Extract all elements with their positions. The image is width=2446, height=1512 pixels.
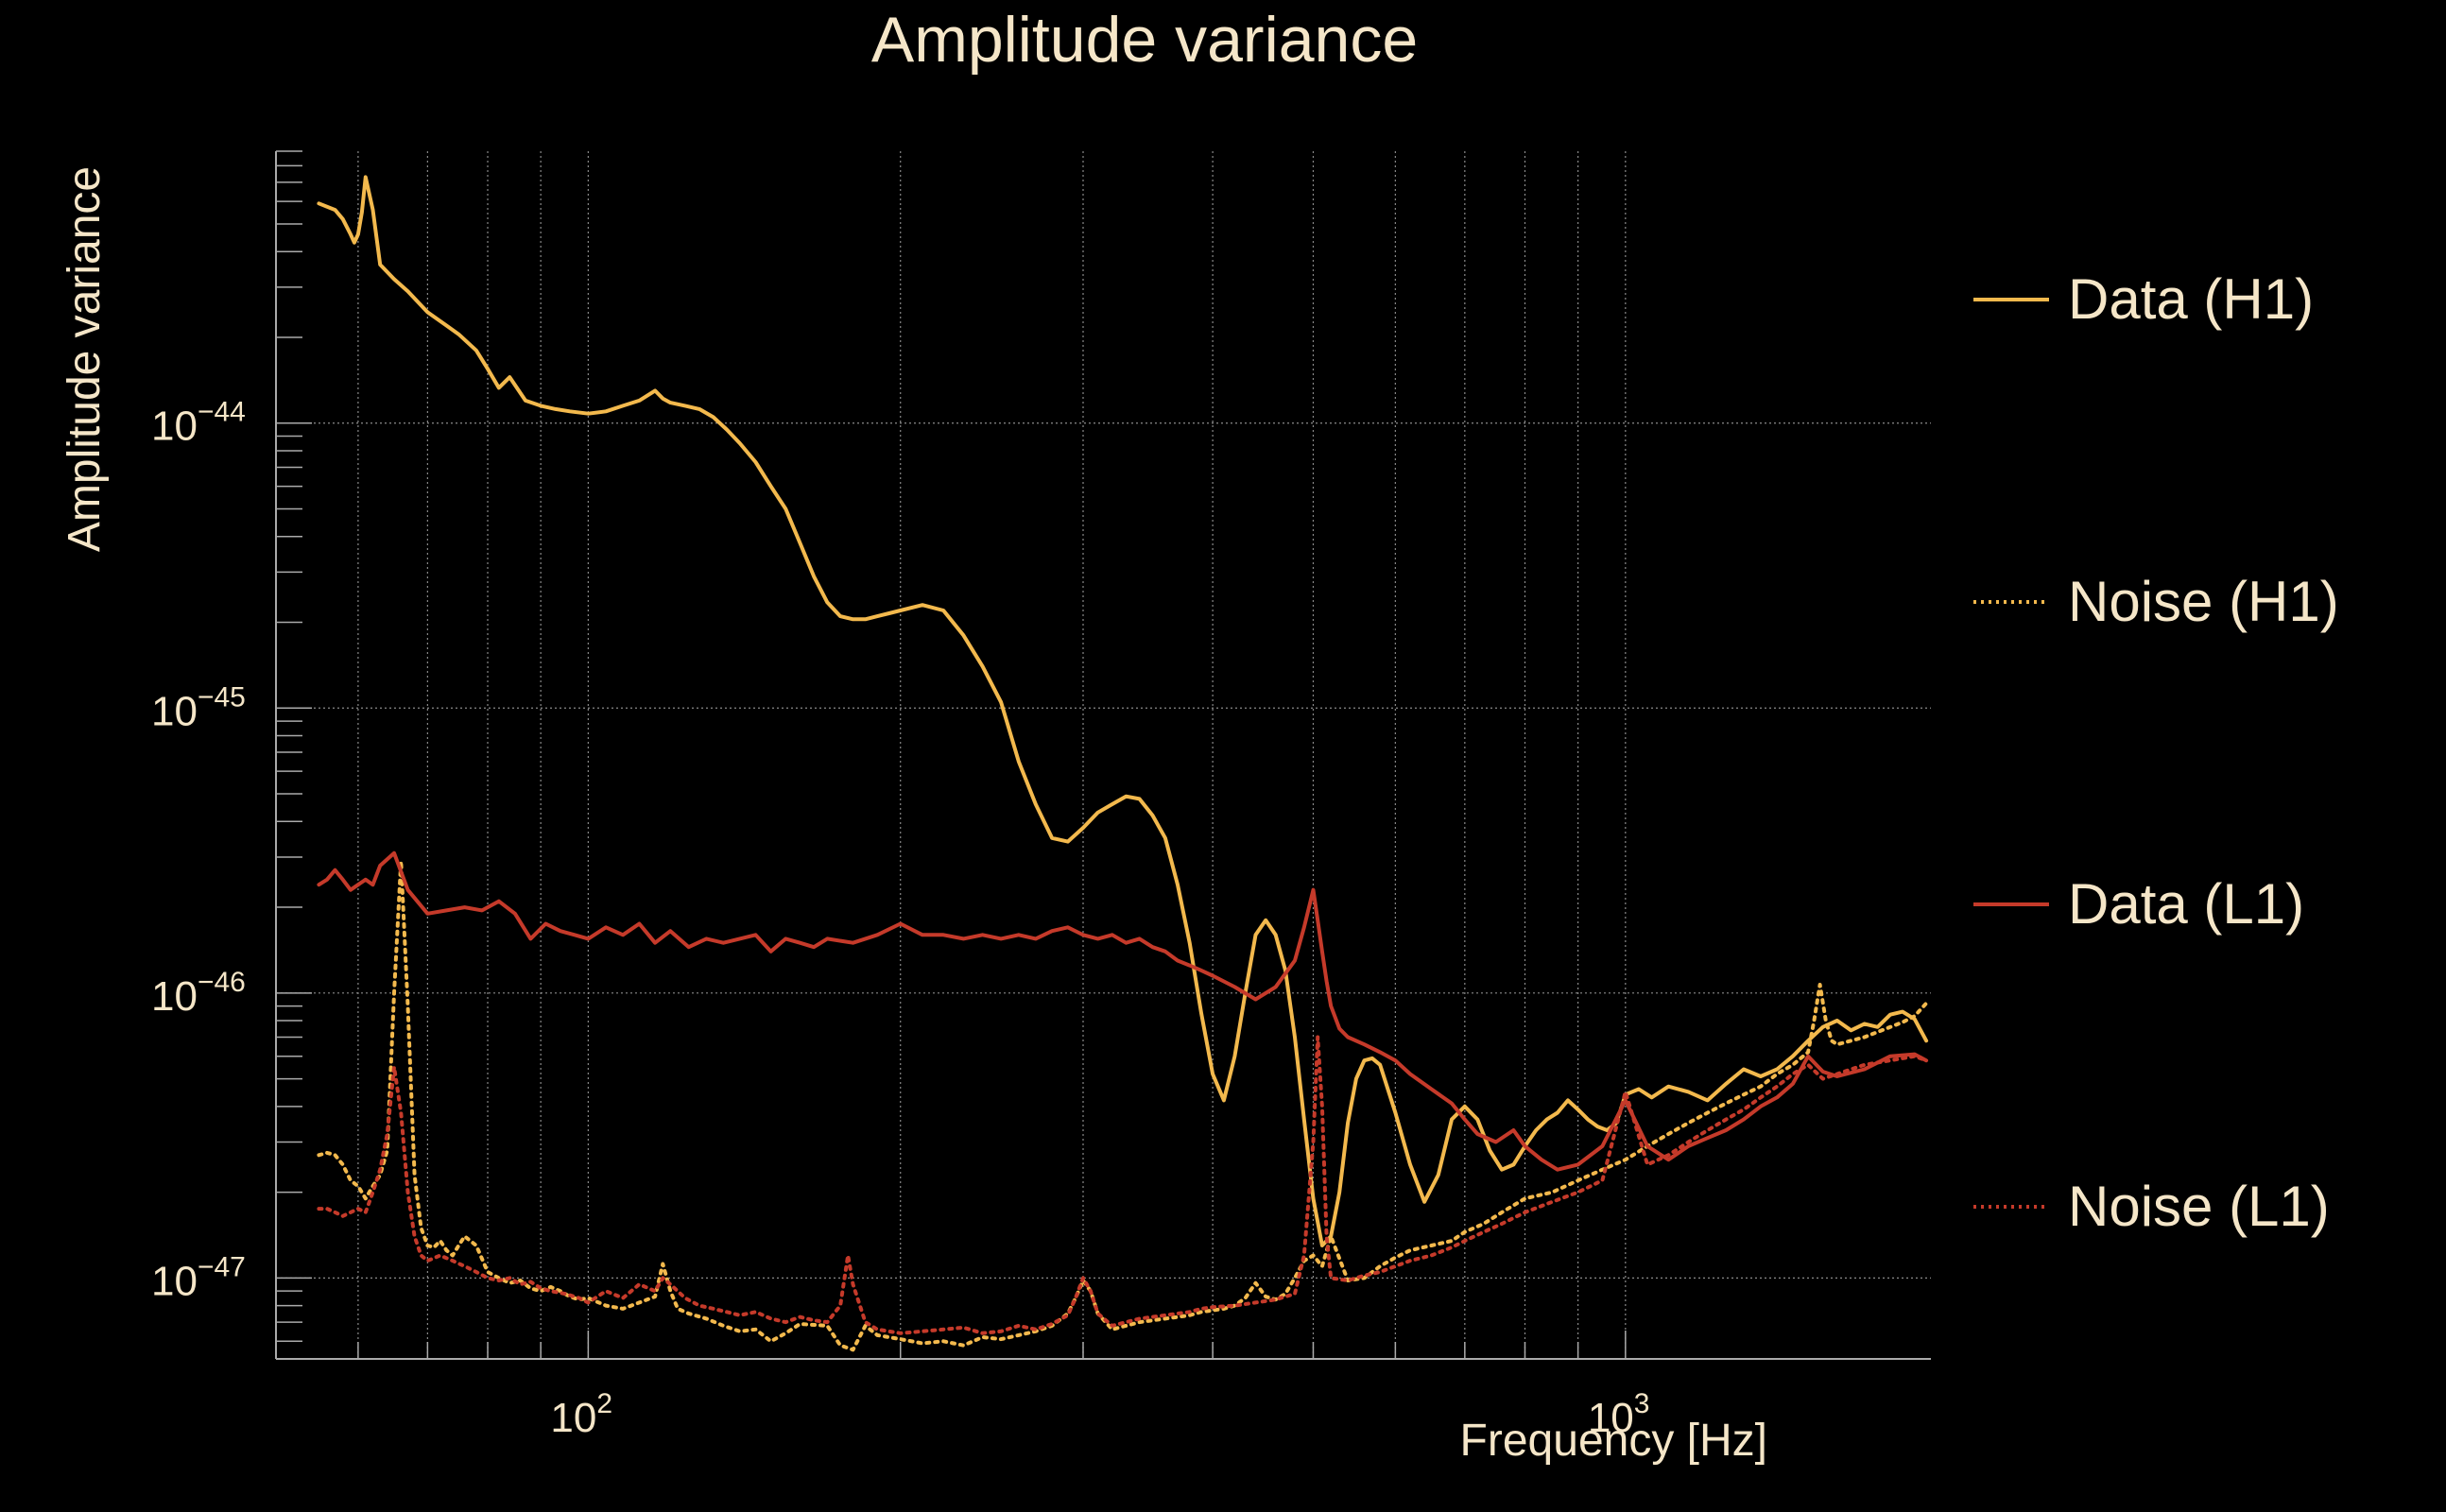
series-line-data-l1 (317, 850, 1929, 1172)
legend[interactable]: Data (H1) Noise (H1) Data (L1) Noise (L1) (1973, 267, 2339, 1238)
y-tick-label: 10−47 (151, 1251, 246, 1304)
y-tick-label: 10−45 (151, 681, 246, 734)
series-line-noise-l1 (317, 1035, 1929, 1335)
series-layer (317, 175, 1929, 1352)
chart-title: Amplitude variance (871, 4, 1418, 76)
y-tick-label: 10−44 (151, 397, 246, 450)
x-axis-label: Frequency [Hz] (1460, 1416, 1767, 1466)
x-tick-label: 103 (1588, 1388, 1650, 1441)
legend-label: Data (H1) (2068, 267, 2314, 331)
y-axis-label: Amplitude variance (60, 166, 110, 552)
x-tick-label: 102 (550, 1388, 612, 1441)
y-tick-label: 10−46 (151, 967, 246, 1020)
legend-label: Data (L1) (2068, 872, 2304, 936)
axes-layer: 10−44 10−45 10−46 10−47 102 103 (151, 150, 1931, 1441)
legend-label: Noise (H1) (2068, 570, 2339, 633)
legend-label: Noise (L1) (2068, 1175, 2330, 1238)
